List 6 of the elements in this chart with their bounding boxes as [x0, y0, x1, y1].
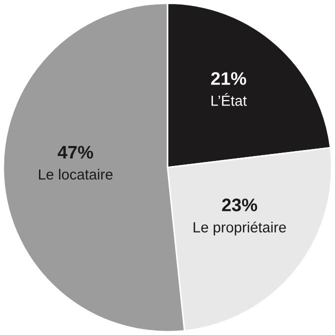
- slice-label: Le locataire: [39, 168, 113, 180]
- slice-label: L’État: [212, 93, 247, 106]
- slice-label: Le propriétaire: [194, 222, 286, 236]
- data-label: 21%: [211, 72, 246, 85]
- data-label: 23%: [222, 198, 258, 212]
- data-label: 47%: [58, 146, 94, 159]
